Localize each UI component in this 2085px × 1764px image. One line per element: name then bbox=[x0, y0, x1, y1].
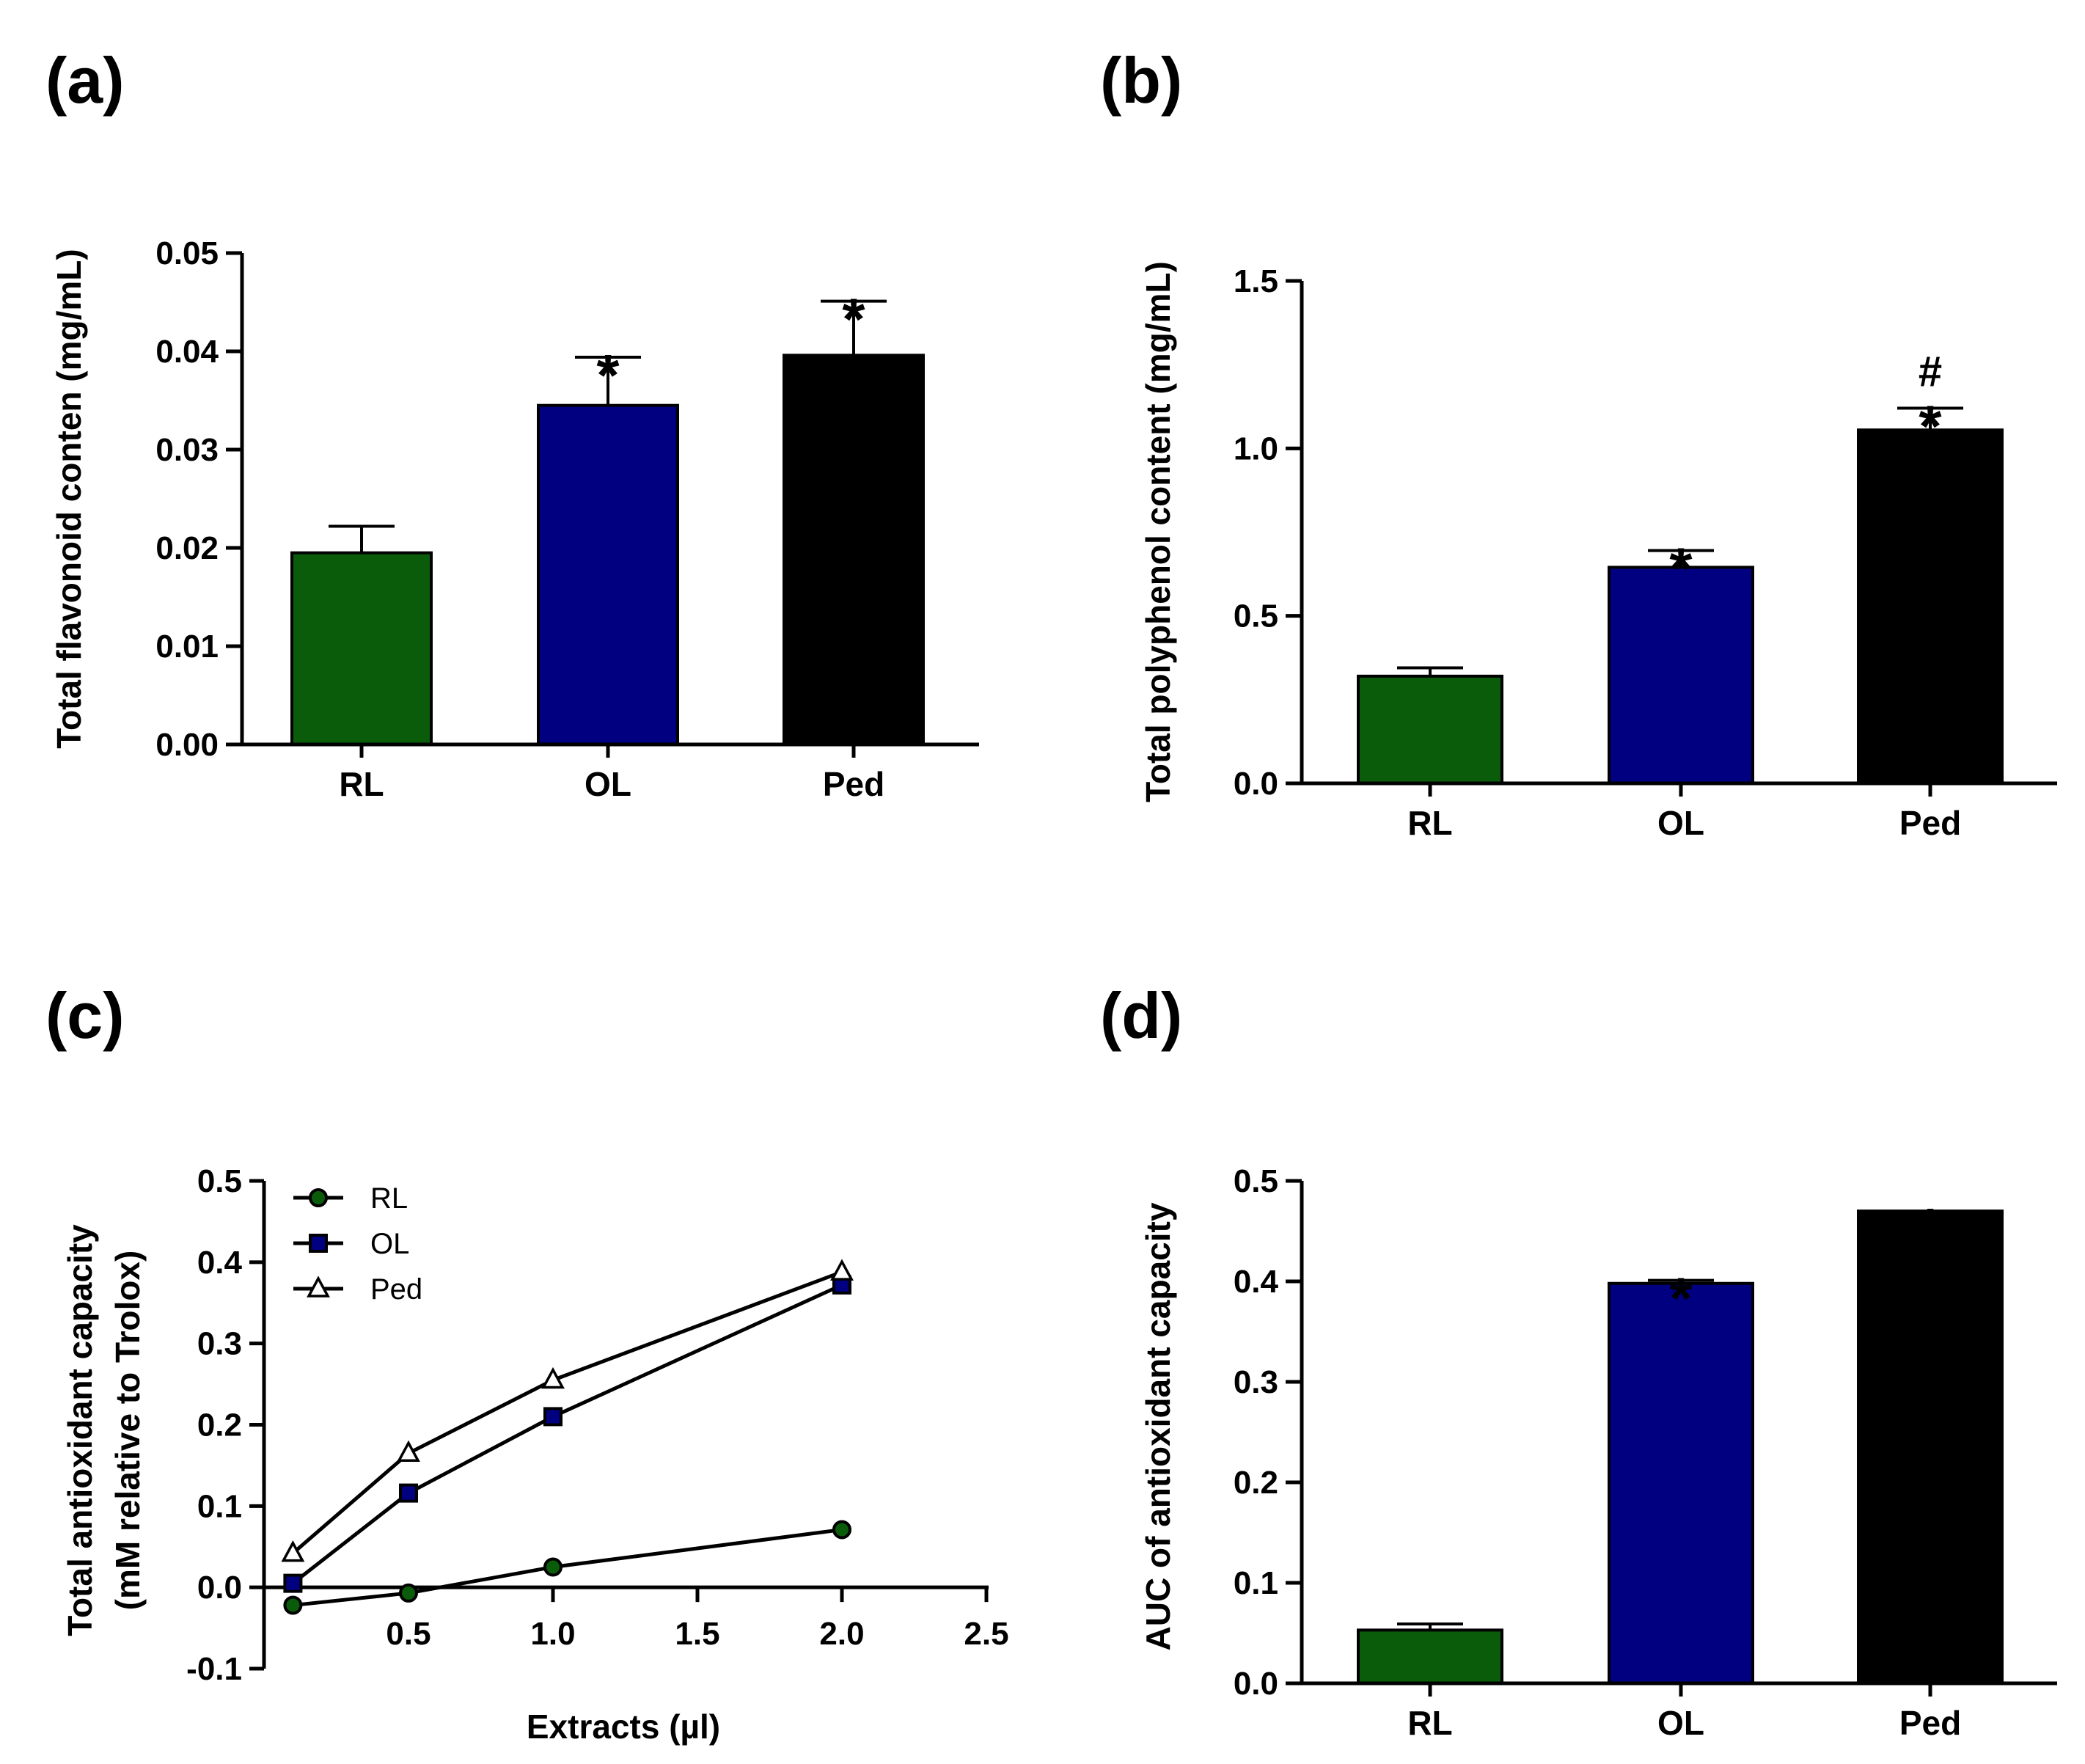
y-tick-label: 0.02 bbox=[155, 530, 219, 566]
significance-mark: * bbox=[842, 287, 865, 352]
y-tick-label: 0.00 bbox=[155, 727, 219, 763]
y-axis-title: AUC of antioxidant capacity bbox=[1139, 1202, 1177, 1650]
bar-ped bbox=[783, 354, 925, 746]
legend-marker-ped bbox=[307, 1276, 330, 1298]
x-tick-label: 1.5 bbox=[675, 1616, 719, 1652]
series-line-rl bbox=[293, 1527, 843, 1608]
y-tick-label: -0.1 bbox=[186, 1651, 242, 1687]
y-axis-title: Total polyphenol content (mg/mL) bbox=[1139, 261, 1177, 802]
y-tick-label: 0.4 bbox=[197, 1245, 243, 1281]
x-tick-label: RL bbox=[339, 765, 384, 803]
data-point-ped bbox=[281, 1540, 305, 1562]
y-tick-label: 0.3 bbox=[197, 1326, 242, 1362]
significance-mark: * bbox=[1669, 536, 1693, 601]
panel-label-c: (c) bbox=[45, 979, 125, 1052]
x-tick-label: 0.5 bbox=[386, 1616, 430, 1652]
series-line-ped bbox=[291, 1270, 843, 1555]
series-line-ol bbox=[291, 1283, 843, 1585]
legend-label-ol: OL bbox=[370, 1228, 409, 1260]
y-tick-label: 0.5 bbox=[197, 1163, 242, 1199]
x-tick-label: RL bbox=[1407, 804, 1452, 842]
y-tick-label: 0.0 bbox=[197, 1570, 242, 1606]
x-tick-label: 2.5 bbox=[964, 1616, 1008, 1652]
legend-label-ped: Ped bbox=[370, 1273, 422, 1306]
x-tick-label: Ped bbox=[823, 765, 884, 803]
chart-a: 0.00 0.01 0.02 0.03 0.04 0.05 RL * OL * Ped Total f… bbox=[50, 235, 979, 803]
y-axis-title: Total flavonoid conten (mg/mL) bbox=[50, 249, 88, 748]
bar-ped bbox=[1857, 1209, 2004, 1685]
y-tick-label: 0.1 bbox=[1234, 1565, 1278, 1601]
bar-ol bbox=[537, 403, 679, 746]
data-point-rl bbox=[543, 1557, 563, 1577]
data-point-rl bbox=[832, 1520, 851, 1540]
y-tick-label: 0.05 bbox=[155, 235, 219, 271]
bar-rl bbox=[1357, 1628, 1503, 1685]
x-tick-label: OL bbox=[1657, 804, 1704, 842]
panel-label-d: (d) bbox=[1100, 979, 1182, 1052]
significance-mark: * bbox=[1919, 394, 1942, 459]
data-point-ped bbox=[397, 1440, 420, 1463]
significance-mark: * bbox=[596, 343, 620, 408]
bar-rl bbox=[1357, 674, 1503, 785]
x-tick-label: RL bbox=[1407, 1704, 1452, 1742]
x-tick-label: OL bbox=[585, 765, 631, 803]
legend-marker-rl bbox=[309, 1188, 328, 1207]
y-tick-label: 0.4 bbox=[1234, 1264, 1279, 1300]
y-tick-label: 0.5 bbox=[1234, 599, 1278, 634]
data-point-ol bbox=[283, 1573, 303, 1593]
y-tick-label: 1.0 bbox=[1234, 431, 1278, 466]
y-tick-label: 0.0 bbox=[1234, 1666, 1278, 1702]
legend-label-rl: RL bbox=[370, 1182, 408, 1215]
bar-ped bbox=[1857, 428, 2004, 785]
y-tick-label: 0.2 bbox=[197, 1408, 242, 1443]
bar-ol bbox=[1608, 1281, 1754, 1685]
data-point-ped bbox=[830, 1259, 854, 1281]
y-tick-label: 0.04 bbox=[155, 334, 219, 370]
y-tick-label: 0.1 bbox=[197, 1488, 242, 1524]
data-point-ped bbox=[541, 1366, 565, 1389]
y-tick-label: 0.0 bbox=[1234, 766, 1278, 802]
significance-mark: # bbox=[1919, 348, 1942, 396]
y-tick-label: 0.2 bbox=[1234, 1465, 1278, 1501]
bar-ol bbox=[1608, 566, 1754, 785]
chart-c: -0.1 0.0 0.1 0.2 0.3 0.4 0.5 0.5 1.0 1.5 2.0 2.5 RL O… bbox=[61, 1163, 1009, 1746]
y-axis-title-line2: (mM relative to Trolox) bbox=[109, 1251, 147, 1611]
y-tick-label: 0.3 bbox=[1234, 1364, 1278, 1400]
y-tick-label: 0.01 bbox=[155, 629, 219, 665]
chart-d: 0.0 0.1 0.2 0.3 0.4 0.5 RL * OL * Ped AUC of antiox… bbox=[1139, 1163, 2057, 1742]
x-axis-title: Extracts (µl) bbox=[527, 1708, 720, 1746]
data-point-rl bbox=[283, 1595, 303, 1615]
bar-rl bbox=[290, 551, 433, 746]
x-tick-label: 2.0 bbox=[819, 1616, 864, 1652]
x-tick-label: OL bbox=[1657, 1704, 1704, 1742]
x-tick-label: Ped bbox=[1899, 1704, 1961, 1742]
data-point-ol bbox=[543, 1407, 563, 1427]
y-tick-label: 0.5 bbox=[1234, 1163, 1278, 1199]
y-tick-label: 1.5 bbox=[1234, 263, 1278, 299]
data-point-rl bbox=[399, 1583, 418, 1603]
x-tick-label: Ped bbox=[1899, 804, 1961, 842]
panel-label-a: (a) bbox=[45, 44, 125, 117]
y-tick-label: 0.03 bbox=[155, 432, 219, 468]
x-tick-label: 1.0 bbox=[530, 1616, 575, 1652]
panel-label-b: (b) bbox=[1100, 44, 1182, 117]
data-point-ol bbox=[399, 1483, 418, 1503]
significance-mark: * bbox=[1919, 1196, 1942, 1262]
significance-mark: * bbox=[1669, 1266, 1693, 1331]
y-axis-title-line1: Total antioxidant capacity bbox=[61, 1224, 99, 1636]
legend-marker-ol bbox=[309, 1234, 328, 1253]
